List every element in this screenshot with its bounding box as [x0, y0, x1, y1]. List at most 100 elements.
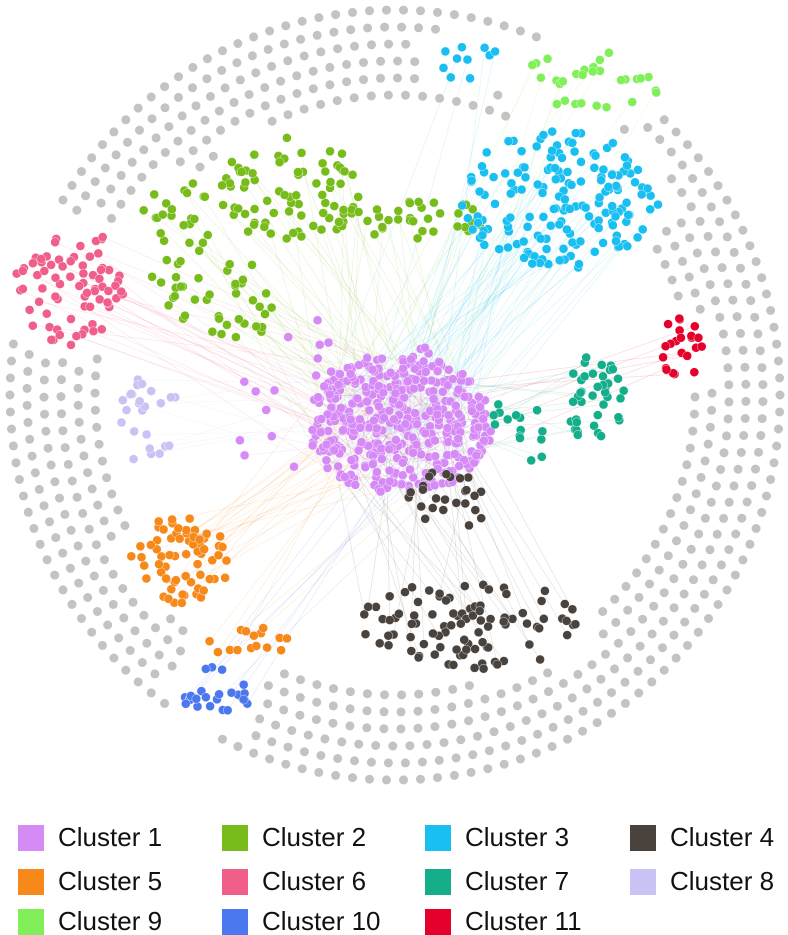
node [162, 255, 172, 265]
node [637, 189, 647, 200]
isolated-node [329, 684, 338, 694]
isolated-node [703, 231, 713, 241]
node [74, 281, 85, 291]
node [178, 220, 189, 230]
node [489, 410, 499, 420]
node [205, 574, 215, 584]
isolated-node [366, 91, 376, 101]
node [623, 210, 633, 220]
node [318, 208, 328, 218]
node [579, 371, 590, 382]
node [477, 161, 487, 172]
node [538, 130, 549, 140]
isolated-node [596, 674, 606, 684]
node [560, 194, 570, 205]
edge [185, 433, 450, 705]
isolated-node [19, 491, 28, 501]
node [532, 405, 542, 415]
isolated-node [58, 426, 68, 436]
node [651, 87, 661, 98]
isolated-node [5, 390, 15, 400]
node [18, 266, 28, 276]
node [243, 226, 253, 237]
isolated-node [417, 757, 427, 767]
isolated-node [711, 481, 721, 491]
isolated-node [686, 202, 696, 212]
node [311, 370, 321, 381]
isolated-node [722, 585, 732, 595]
isolated-node [73, 383, 83, 393]
node [438, 505, 448, 515]
node [102, 297, 113, 308]
isolated-node [202, 135, 212, 145]
isolated-node [342, 77, 352, 87]
isolated-node [267, 737, 277, 747]
isolated-node [723, 279, 733, 289]
node [455, 473, 465, 483]
isolated-node [106, 531, 116, 541]
node [233, 203, 243, 214]
node [222, 705, 233, 715]
node [434, 589, 445, 599]
isolated-node [251, 731, 261, 741]
edge [385, 263, 580, 433]
isolated-node [296, 675, 305, 685]
node [589, 163, 599, 173]
node [289, 462, 299, 472]
isolated-node [638, 614, 648, 624]
legend-label: Cluster 7 [465, 866, 569, 896]
node [568, 397, 578, 407]
isolated-node [229, 97, 239, 107]
node [461, 644, 471, 655]
node [424, 585, 434, 596]
edge [357, 475, 450, 599]
node [463, 472, 473, 483]
node [590, 247, 600, 257]
node [453, 409, 464, 419]
isolated-node [741, 379, 751, 389]
node [153, 516, 164, 527]
node [262, 196, 272, 206]
isolated-node [649, 601, 659, 611]
isolated-node [96, 198, 106, 208]
node [608, 138, 618, 148]
node [482, 147, 492, 158]
node [171, 575, 181, 585]
edge [172, 472, 397, 520]
node [312, 315, 323, 325]
node [214, 689, 224, 699]
isolated-node [690, 603, 700, 613]
node [333, 380, 344, 390]
isolated-node [738, 555, 748, 565]
node [307, 425, 318, 435]
node [118, 395, 128, 405]
isolated-node [51, 533, 61, 543]
isolated-node [641, 554, 651, 564]
isolated-node [42, 555, 52, 565]
isolated-node [139, 145, 149, 155]
node [313, 392, 323, 402]
isolated-node [127, 157, 137, 167]
node [587, 390, 598, 401]
isolated-node [724, 545, 734, 555]
node [141, 429, 152, 440]
node [37, 283, 48, 294]
node [296, 148, 307, 158]
node [90, 286, 100, 296]
isolated-node [202, 74, 212, 84]
isolated-node [607, 688, 616, 698]
node [163, 594, 174, 604]
node [627, 97, 637, 107]
isolated-node [757, 273, 767, 283]
node [567, 604, 578, 614]
node [410, 364, 420, 374]
isolated-node [396, 724, 406, 734]
node [226, 688, 237, 698]
isolated-node [388, 741, 398, 751]
node [377, 454, 387, 464]
node [249, 631, 259, 641]
isolated-node [333, 754, 343, 763]
node [584, 211, 594, 222]
isolated-node [148, 160, 158, 170]
